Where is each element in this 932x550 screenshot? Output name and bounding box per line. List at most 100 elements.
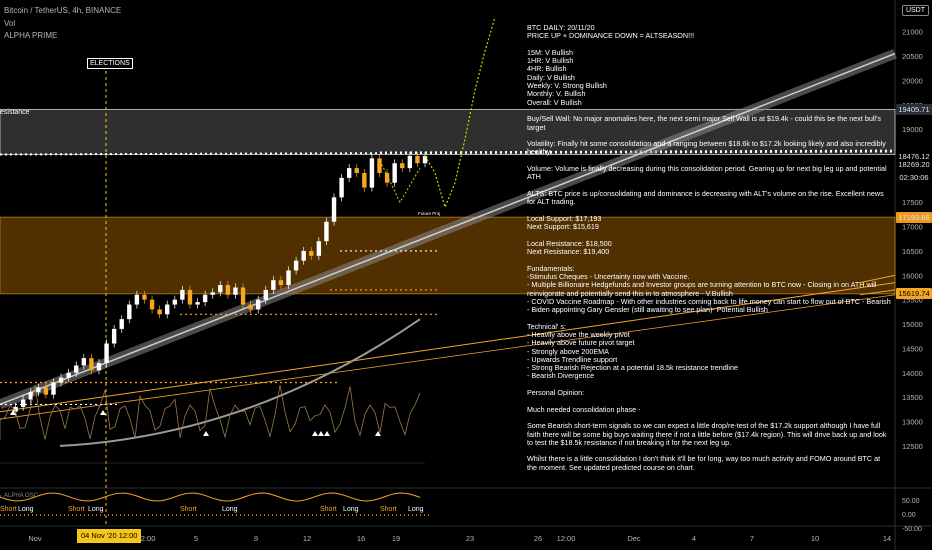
projection-swing — [379, 160, 421, 204]
x-tick-label: 16 — [357, 534, 365, 543]
osc-tick-label: 50.00 — [902, 498, 920, 505]
candle — [377, 158, 382, 173]
candle — [134, 294, 140, 305]
osc-line — [0, 492, 421, 502]
note-buysell: Buy/Sell Wall: No major anomalies here, … — [527, 114, 881, 132]
candle — [187, 289, 193, 305]
candle — [233, 287, 238, 295]
y-tick-label: 14500 — [902, 344, 923, 353]
candle — [81, 358, 87, 366]
x-tick-label: 12:00 — [557, 534, 576, 543]
note-opinion-1: Some Bearish short-term signals so we ca… — [527, 421, 887, 447]
candle — [36, 387, 41, 393]
y-tick-label: 15000 — [902, 320, 923, 329]
x-tick-label: Dec — [627, 534, 641, 543]
note-opinion-title: Personal Opinion: — [527, 388, 585, 398]
candle — [195, 302, 200, 305]
projection-path — [424, 16, 496, 209]
orange-trendline-2 — [0, 294, 896, 420]
y-tick-label: 15500 — [902, 296, 923, 305]
candle — [346, 168, 352, 178]
resistance-label: esistance — [0, 109, 30, 116]
x-tick-label: 10 — [811, 534, 819, 543]
x-tick-label: 12 — [303, 534, 311, 543]
x-tick-label: Nov — [28, 534, 42, 543]
note-subtitle: PRICE UP + DOMINANCE DOWN = ALTSEASON!!! — [527, 31, 695, 41]
signal-triangle — [324, 431, 330, 436]
price-tag: 19405.71 — [896, 103, 932, 115]
note-support: Local Support: $17,193 Next Support: $15… — [527, 213, 602, 232]
signal-triangle — [375, 431, 381, 436]
candle — [400, 163, 405, 169]
y-tick-label: 20000 — [902, 76, 923, 85]
x-tick-label: 23 — [466, 534, 474, 543]
candle — [278, 280, 284, 286]
candle — [263, 289, 268, 300]
note-resistance: Local Resistance: $18,500 Next Resistanc… — [527, 238, 612, 257]
signal-triangle — [312, 431, 318, 436]
y-tick-label: 16000 — [902, 271, 923, 280]
y-tick-label: 20500 — [902, 52, 923, 61]
note-title: BTC DAILY: 20/11/20 PRICE UP + DOMINANCE… — [527, 23, 892, 41]
candle — [172, 299, 177, 305]
y-tick-label: 16500 — [902, 247, 923, 256]
candle — [286, 270, 291, 286]
note-timeframes: 15M: V Bullish 1HR: V Bullish 4HR: Bulli… — [527, 47, 607, 107]
note-opinion-2: Whilst there is a little consolidation I… — [527, 454, 881, 472]
crosshair-date-tag: 04 Nov '20 12:00 — [77, 529, 142, 543]
osc-signal-label: Short — [180, 506, 197, 513]
note-technicals: Technical' s: - Heavily above the weekly… — [527, 321, 738, 381]
alpha-prime-indicator-label[interactable]: ALPHA PRIME — [4, 31, 58, 40]
candle — [331, 197, 337, 222]
osc-signal-label: Short — [0, 506, 17, 513]
currency-selector[interactable]: USDT — [901, 5, 929, 16]
signal-triangle — [100, 410, 106, 415]
x-tick-label: 12:00 — [137, 534, 156, 543]
candle — [240, 287, 246, 305]
candle — [293, 260, 299, 271]
signal-triangle — [10, 410, 16, 415]
ema-200 — [59, 318, 421, 447]
candle — [256, 299, 261, 310]
candle — [369, 158, 375, 188]
elections-label: ELECTIONS — [87, 58, 133, 69]
price-tag: 17193.66 — [896, 211, 932, 223]
candle — [301, 250, 306, 261]
candle — [149, 299, 155, 310]
note-alts: ALTS: BTC price is up/consolidating and … — [527, 188, 884, 207]
note-opinion-phase: Much needed consolidation phase - — [527, 404, 641, 414]
note-volume: Volume: Volume is finally decreasing dur… — [527, 164, 887, 182]
candle — [43, 387, 49, 395]
osc-tick-label: -50.00 — [902, 526, 922, 533]
note-title-date: BTC DAILY: 20/11/20 — [527, 23, 595, 32]
alpha-prime-wave — [0, 385, 421, 440]
orange-trendline-1 — [0, 282, 896, 413]
candle — [13, 406, 18, 412]
candle — [180, 289, 185, 300]
orange-right-line-1 — [859, 274, 896, 284]
x-tick-label: 9 — [254, 534, 258, 543]
candle — [354, 168, 359, 173]
y-tick-label: 17500 — [902, 198, 923, 207]
price-tag: 02:30:06 — [896, 172, 932, 184]
osc-signal-label: Long — [18, 506, 34, 513]
osc-signal-label: Long — [343, 506, 359, 513]
candle — [407, 155, 413, 169]
candle — [339, 177, 344, 198]
note-volatility: Volatility: Finally hit some consolidati… — [527, 139, 886, 157]
chart-symbol-title: Bitcoin / TetherUS, 4h, BINANCE — [4, 6, 122, 15]
candle — [28, 392, 33, 400]
osc-signal-label: Short — [320, 506, 337, 513]
x-tick-label: 7 — [750, 534, 754, 543]
osc-signal-label: Long — [222, 506, 238, 513]
candle — [20, 399, 26, 407]
candle — [422, 155, 428, 164]
price-tag: 18269.20 — [896, 159, 932, 171]
signal-triangle — [203, 431, 209, 436]
y-tick-label: 12500 — [902, 442, 923, 451]
price-tag: 18476.12 — [896, 150, 932, 162]
y-tick-label: 14000 — [902, 369, 923, 378]
volume-indicator-label[interactable]: Vol — [4, 19, 16, 28]
candle — [157, 309, 162, 315]
